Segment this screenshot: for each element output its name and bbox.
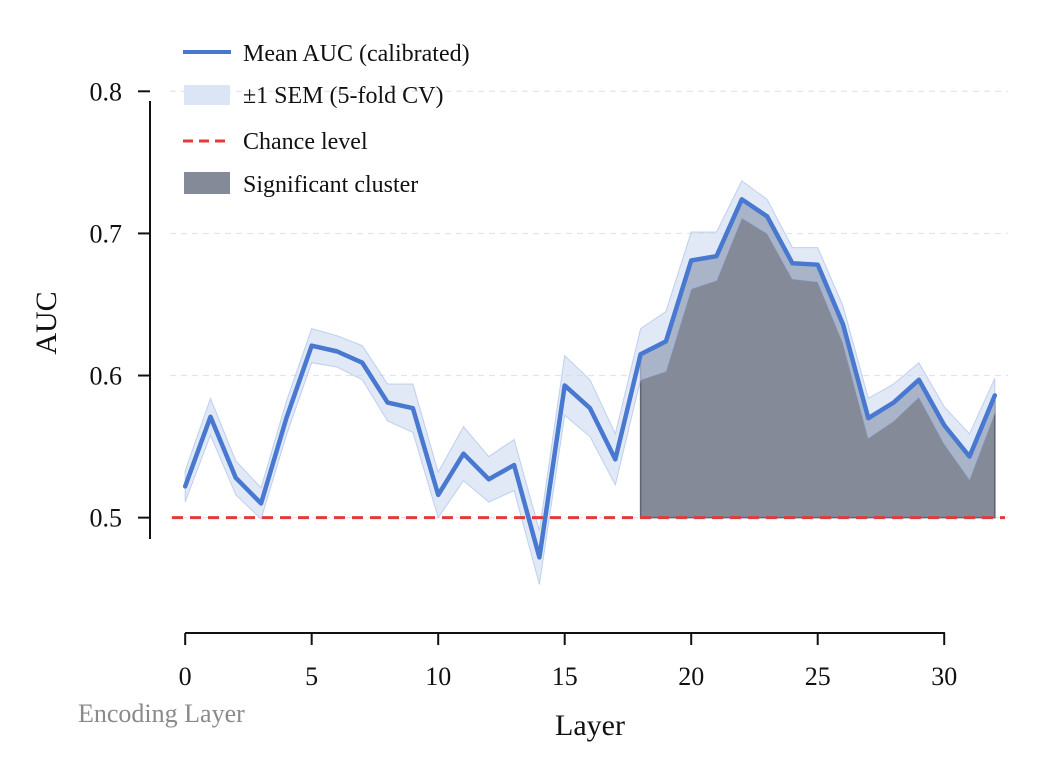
mean-auc-line-layer <box>182 197 998 560</box>
mean-auc-line <box>182 197 998 560</box>
encoding-layer-note: Encoding Layer <box>78 699 245 728</box>
x-axis-title: Layer <box>555 709 625 742</box>
x-tick-label: 15 <box>552 662 578 691</box>
x-tick-label: 5 <box>305 662 318 691</box>
sem-band-layer <box>184 180 996 585</box>
y-axis-title: AUC <box>30 291 63 354</box>
ticks-layer: 0.5 0.6 0.7 0.8 0 5 10 15 20 25 30 <box>90 77 958 691</box>
y-tick-label: 0.6 <box>90 362 123 391</box>
y-tick-label: 0.5 <box>90 504 123 533</box>
y-tick-label: 0.7 <box>90 219 123 248</box>
legend-chance-label: Chance level <box>243 129 368 155</box>
legend-cluster-label: Significant cluster <box>243 172 418 198</box>
legend-mean-auc-label: Mean AUC (calibrated) <box>243 41 470 67</box>
legend-sem-swatch <box>184 85 230 105</box>
x-tick-label: 10 <box>425 662 451 691</box>
x-tick-label: 0 <box>179 662 192 691</box>
legend: Mean AUC (calibrated) ±1 SEM (5-fold CV)… <box>183 41 470 198</box>
y-tick-label: 0.8 <box>90 77 123 106</box>
x-tick-label: 20 <box>678 662 704 691</box>
sem-band-area <box>184 180 996 585</box>
legend-sem-label: ±1 SEM (5-fold CV) <box>243 83 444 109</box>
x-tick-label: 25 <box>805 662 831 691</box>
legend-cluster-swatch <box>184 172 230 194</box>
x-tick-label: 30 <box>931 662 957 691</box>
